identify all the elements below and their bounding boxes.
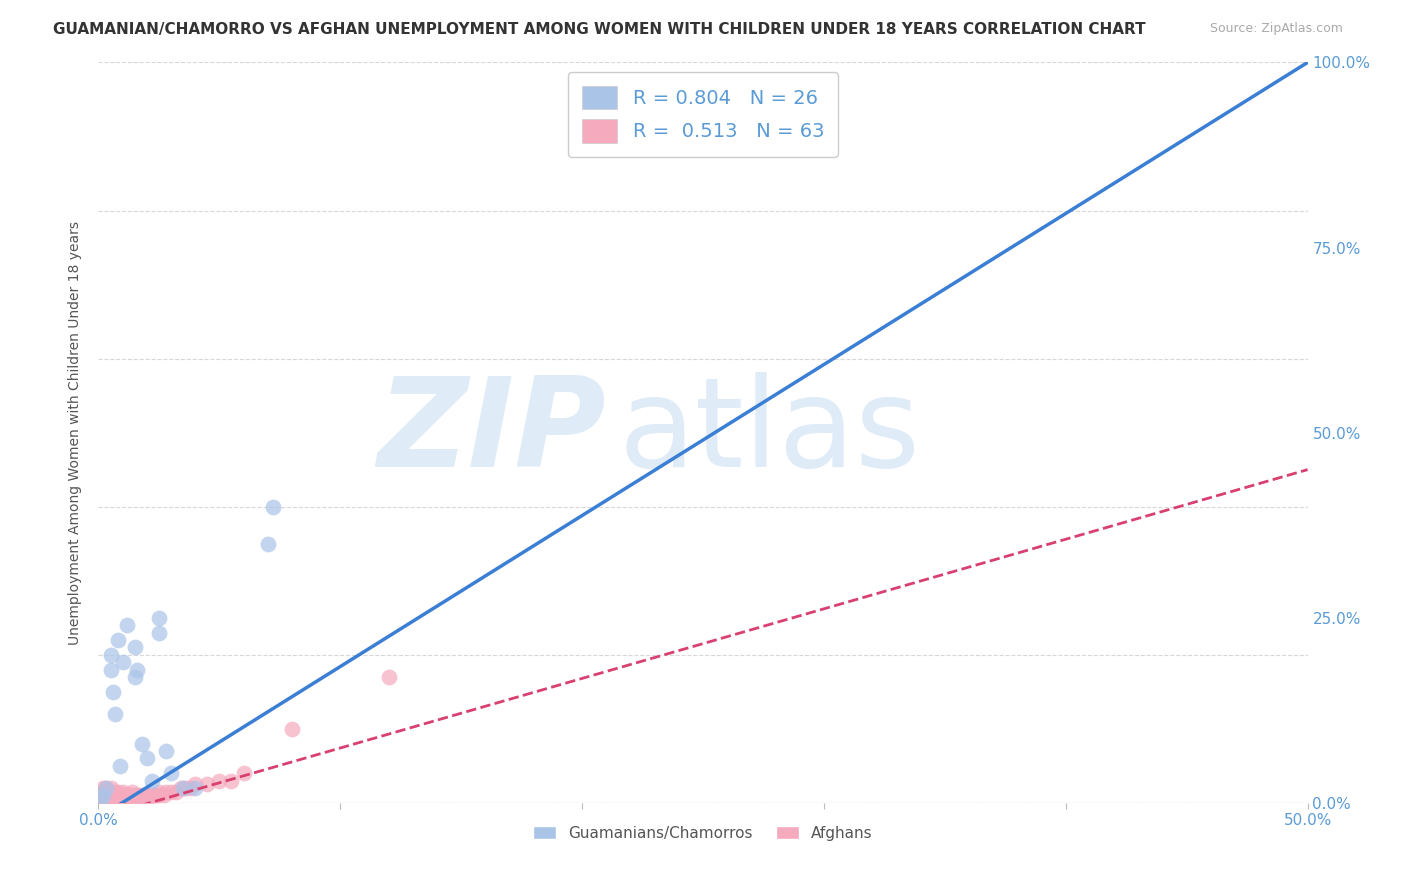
Point: [135, 751, 157, 765]
Point: [121, 785, 143, 799]
Point: [118, 792, 141, 806]
Point: [256, 536, 278, 550]
Text: GUAMANIAN/CHAMORRO VS AFGHAN UNEMPLOYMENT AMONG WOMEN WITH CHILDREN UNDER 18 YEA: GUAMANIAN/CHAMORRO VS AFGHAN UNEMPLOYMEN…: [53, 22, 1146, 37]
Point: [160, 766, 183, 780]
Point: [155, 744, 177, 758]
Point: [94, 792, 117, 806]
Point: [135, 792, 157, 806]
Point: [111, 655, 134, 669]
Point: [108, 789, 131, 803]
Point: [100, 648, 122, 662]
Point: [100, 780, 122, 795]
Point: [184, 780, 207, 795]
Point: [91, 792, 114, 806]
Point: [595, 78, 617, 92]
Point: [90, 789, 112, 803]
Point: [208, 773, 231, 788]
Point: [91, 789, 114, 803]
Point: [90, 785, 112, 799]
Point: [134, 789, 156, 803]
Point: [152, 789, 174, 803]
Point: [131, 792, 153, 806]
Text: atlas: atlas: [619, 372, 921, 493]
Legend: Guamanians/Chamorros, Afghans: Guamanians/Chamorros, Afghans: [527, 820, 879, 847]
Point: [91, 789, 114, 803]
Point: [128, 789, 150, 803]
Point: [111, 785, 134, 799]
Point: [143, 789, 166, 803]
Point: [94, 780, 117, 795]
Point: [90, 792, 112, 806]
Point: [127, 663, 149, 677]
Point: [104, 792, 127, 806]
Point: [262, 500, 284, 514]
Point: [107, 632, 129, 647]
Point: [148, 625, 170, 640]
Point: [101, 792, 124, 806]
Point: [232, 766, 254, 780]
Point: [155, 785, 177, 799]
Point: [148, 789, 170, 803]
Point: [281, 722, 304, 736]
Point: [127, 789, 149, 803]
Text: Source: ZipAtlas.com: Source: ZipAtlas.com: [1209, 22, 1343, 36]
Point: [97, 785, 120, 799]
Point: [172, 780, 194, 795]
Point: [118, 789, 141, 803]
Point: [104, 785, 127, 799]
Point: [124, 640, 146, 655]
Point: [117, 789, 139, 803]
Y-axis label: Unemployment Among Women with Children Under 18 years: Unemployment Among Women with Children U…: [69, 220, 83, 645]
Text: ZIP: ZIP: [378, 372, 606, 493]
Point: [108, 758, 131, 772]
Point: [148, 610, 170, 624]
Point: [108, 792, 131, 806]
Point: [107, 789, 129, 803]
Point: [101, 789, 124, 803]
Point: [160, 785, 183, 799]
Point: [124, 789, 146, 803]
Point: [94, 789, 117, 803]
Point: [124, 792, 146, 806]
Point: [114, 789, 136, 803]
Point: [141, 789, 163, 803]
Point: [100, 789, 122, 803]
Point: [91, 785, 114, 799]
Point: [114, 792, 136, 806]
Point: [117, 618, 139, 632]
Point: [107, 785, 129, 799]
Point: [141, 773, 163, 788]
Point: [104, 706, 127, 721]
Point: [179, 780, 201, 795]
Point: [131, 737, 153, 751]
Point: [91, 780, 114, 795]
Point: [184, 777, 207, 791]
Point: [94, 780, 117, 795]
Point: [165, 785, 187, 799]
Point: [124, 670, 146, 684]
Point: [101, 685, 124, 699]
Point: [97, 789, 120, 803]
Point: [195, 777, 218, 791]
Point: [100, 792, 122, 806]
Point: [90, 792, 112, 806]
Point: [148, 785, 170, 799]
Point: [169, 780, 191, 795]
Point: [104, 789, 127, 803]
Point: [145, 789, 167, 803]
Point: [111, 789, 134, 803]
Point: [135, 789, 157, 803]
Point: [107, 792, 129, 806]
Point: [97, 792, 120, 806]
Point: [111, 792, 134, 806]
Point: [221, 773, 243, 788]
Point: [138, 789, 160, 803]
Point: [377, 670, 399, 684]
Point: [100, 663, 122, 677]
Point: [174, 780, 197, 795]
